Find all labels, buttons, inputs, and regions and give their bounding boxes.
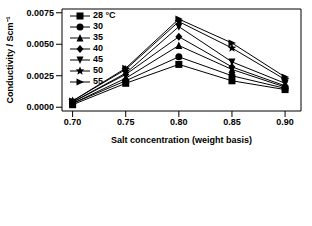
svg-text:0.75: 0.75 <box>117 117 135 127</box>
svg-text:Salt concentration (weight bas: Salt concentration (weight basis) <box>111 135 252 145</box>
svg-text:0.90: 0.90 <box>276 117 294 127</box>
html-text:40: 40 <box>93 43 103 53</box>
html-text:55: 55 <box>93 76 103 86</box>
html-text:28 °C: 28 °C <box>93 10 116 20</box>
html-text:50: 50 <box>93 65 103 75</box>
svg-text:0.80: 0.80 <box>170 117 188 127</box>
svg-text:0.0075: 0.0075 <box>26 8 54 18</box>
svg-text:Conductivity / Scm⁻¹: Conductivity / Scm⁻¹ <box>8 16 15 103</box>
svg-text:0.85: 0.85 <box>223 117 241 127</box>
svg-text:0.70: 0.70 <box>64 117 82 127</box>
svg-text:0.0050: 0.0050 <box>26 39 54 49</box>
html-text:30: 30 <box>93 21 103 31</box>
html-text:45: 45 <box>93 54 103 64</box>
html-text:35: 35 <box>93 32 103 42</box>
svg-text:0.0025: 0.0025 <box>26 71 54 81</box>
svg-text:0.0000: 0.0000 <box>26 102 54 112</box>
